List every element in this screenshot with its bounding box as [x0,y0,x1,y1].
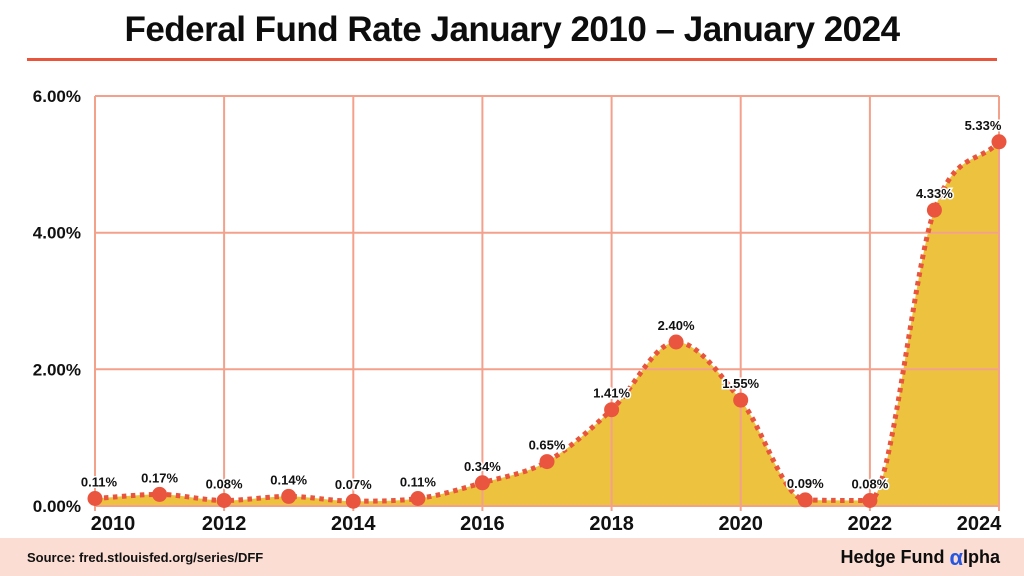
data-point [539,454,555,470]
data-point-label: 0.09% [787,476,824,491]
data-point-labels: 0.11% 0.17% 0.08% 0.14% 0.07% 0.11% 0.34% 0.65%… [79,116,1003,493]
y-tick-label: 6.00% [33,87,81,106]
data-point [152,486,168,502]
data-point [668,334,684,350]
brand-logo: Hedge Fund α lpha [840,545,1000,570]
data-point-label: 0.08% [851,477,888,492]
x-tick-label: 2016 [460,513,505,535]
data-point-label: 1.41% [593,386,630,401]
x-tick-label: 2024 [957,513,1002,535]
logo-text-suffix: lpha [962,546,1000,567]
source-text: Source: fred.stlouisfed.org/series/DFF [27,549,264,565]
data-point-label: 0.65% [529,438,566,453]
logo-text-prefix: Hedge Fund [840,546,945,567]
data-point [281,488,297,504]
data-point-label: 0.07% [335,477,372,492]
data-point [604,402,620,418]
data-point-label: 0.11% [81,475,118,490]
data-point [410,491,426,506]
y-tick-label: 0.00% [33,497,81,516]
y-tick-label: 4.00% [33,224,81,243]
data-point [797,492,813,508]
x-tick-label: 2010 [91,513,136,535]
rate-line [94,140,1001,504]
x-tick-label: 2018 [589,513,634,535]
data-point-label: 5.33% [965,118,1002,133]
data-point [733,392,749,408]
page-title: Federal Fund Rate January 2010 – January… [124,10,900,49]
x-tick-label: 2020 [718,513,763,535]
data-point-label: 1.55% [722,376,759,391]
data-point [991,134,1007,150]
x-tick-label: 2012 [202,513,247,535]
data-point-label: 0.08% [206,477,243,492]
rate-chart-svg: 0.11% 0.17% 0.08% 0.14% 0.07% 0.11% 0.34% 0.65%… [33,87,1007,535]
data-point-label: 0.11% [400,475,437,490]
data-point-label: 4.33% [916,186,953,201]
alpha-icon: α [949,545,963,570]
data-point [926,202,942,218]
data-point-label: 0.14% [270,472,307,487]
data-point-label: 0.17% [141,470,178,485]
data-point [87,491,103,506]
x-tick-label: 2022 [848,513,893,535]
data-point [474,475,490,491]
y-axis-labels: 6.00% 4.00% 2.00% 0.00% [33,87,81,516]
data-points [87,134,1007,509]
x-axis-labels: 2010 2012 2014 2016 2018 2020 2022 2024 [91,513,1002,535]
footer-bar: Source: fred.stlouisfed.org/series/DFF H… [0,538,1024,576]
area-fill [95,141,999,507]
title-divider [27,58,997,61]
data-point [216,493,232,508]
data-point [345,493,361,509]
y-tick-label: 2.00% [33,360,81,379]
chart-plot-area: 0.11% 0.17% 0.08% 0.14% 0.07% 0.11% 0.34% 0.65%… [33,87,1007,535]
data-point [862,493,878,508]
data-point-label: 2.40% [658,318,695,333]
gridlines [94,95,1000,511]
x-tick-label: 2014 [331,513,376,535]
data-point-label: 0.34% [464,459,501,474]
